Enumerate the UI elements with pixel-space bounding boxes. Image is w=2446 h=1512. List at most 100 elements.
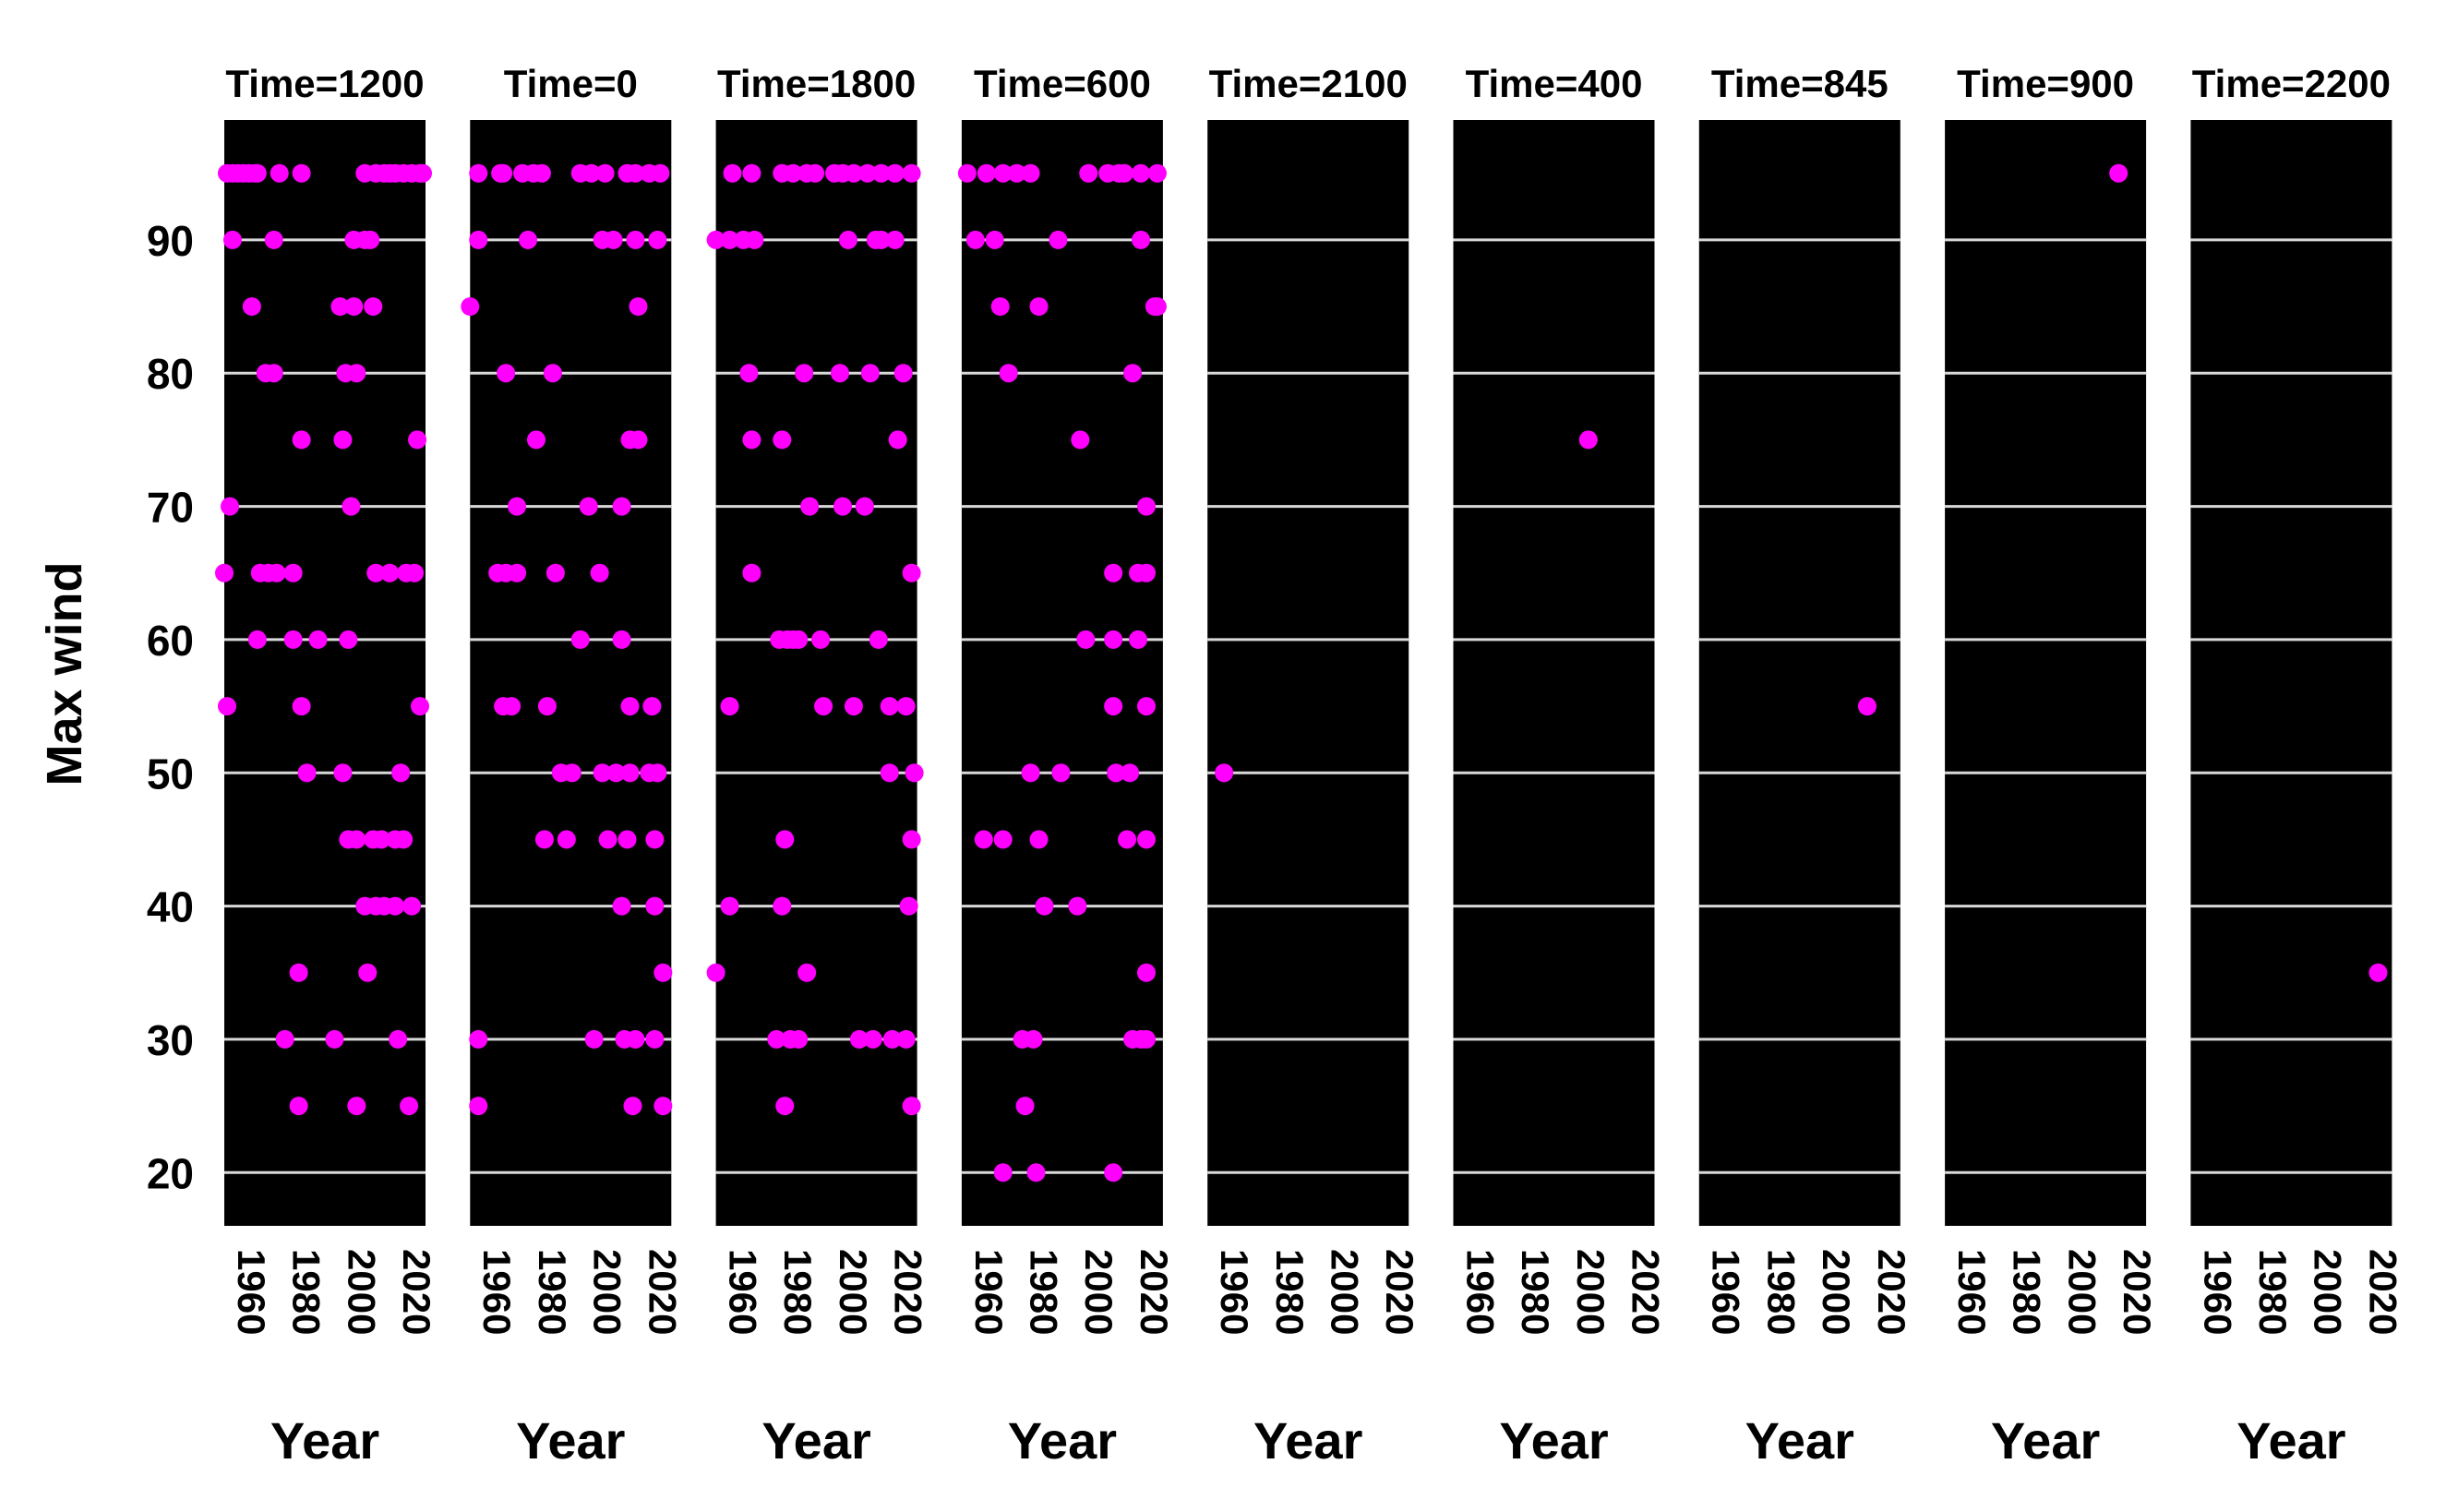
data-point (642, 697, 662, 716)
x-tick-label: 1960 (721, 1249, 764, 1335)
data-point (247, 630, 267, 649)
data-point (534, 830, 554, 849)
panel-background (224, 120, 426, 1226)
data-point (537, 697, 557, 716)
data-point (584, 1029, 604, 1049)
data-point (974, 830, 993, 849)
data-point (469, 230, 488, 249)
facet-panel: Time=1200 1960 1980 2000 2020 Year (215, 62, 438, 1470)
y-axis-label: Max wind (37, 561, 92, 786)
data-point (645, 830, 665, 849)
x-tick-label: 2000 (1324, 1249, 1367, 1335)
data-point (590, 563, 609, 582)
y-tick-label: 90 (147, 217, 194, 265)
data-point (871, 163, 891, 183)
data-point (339, 630, 358, 649)
data-point (888, 430, 907, 450)
data-point (957, 163, 977, 183)
panel-background (961, 120, 1163, 1226)
data-point (289, 963, 308, 982)
x-tick-label: 1980 (1514, 1249, 1557, 1335)
facet-panel: Time=1800 1960 1980 2000 2020 Year (706, 62, 930, 1470)
x-tick-label: 1980 (2251, 1249, 2295, 1335)
data-point (902, 830, 921, 849)
data-point (347, 1097, 366, 1116)
data-point (720, 896, 739, 916)
x-axis-label: Year (516, 1411, 625, 1470)
data-point (893, 364, 913, 383)
data-point (325, 1029, 344, 1049)
x-tick-label: 2000 (1569, 1249, 1613, 1335)
x-tick-label: 2000 (586, 1249, 629, 1335)
data-point (739, 364, 759, 383)
data-point (606, 763, 626, 783)
data-point (612, 630, 631, 649)
data-point (1029, 297, 1049, 317)
data-point (993, 1163, 1013, 1182)
data-point (264, 364, 283, 383)
data-point (902, 1097, 921, 1116)
data-point (330, 297, 350, 317)
x-axis-label: Year (1008, 1411, 1117, 1470)
data-point (461, 297, 480, 317)
data-point (1029, 830, 1049, 849)
data-point (1107, 763, 1126, 783)
data-point (469, 163, 488, 183)
data-point (546, 563, 565, 582)
data-point (629, 430, 648, 450)
data-point (297, 763, 317, 783)
data-point (742, 163, 761, 183)
data-point (855, 497, 874, 516)
data-point (502, 697, 522, 716)
data-point (789, 1029, 809, 1049)
y-tick-label: 50 (147, 750, 194, 798)
data-point (1104, 1163, 1123, 1182)
data-point (1136, 963, 1156, 982)
data-point (844, 697, 863, 716)
x-tick-label: 1960 (1213, 1249, 1256, 1335)
data-point (1051, 763, 1071, 783)
data-point (833, 497, 852, 516)
data-point (1136, 563, 1156, 582)
panel-background (1945, 120, 2147, 1226)
y-tick-label: 60 (147, 617, 194, 665)
x-tick-label: 1980 (285, 1249, 329, 1335)
data-point (595, 163, 615, 183)
data-point (789, 630, 809, 649)
x-tick-label: 1960 (1705, 1249, 1748, 1335)
data-point (570, 630, 590, 649)
data-point (270, 163, 289, 183)
data-point (283, 630, 303, 649)
facet-panel: Time=0 1960 1980 2000 2020 Year (461, 62, 684, 1470)
data-point (706, 963, 725, 982)
x-tick-label: 2000 (2060, 1249, 2104, 1335)
data-point (508, 497, 527, 516)
data-point (905, 763, 924, 783)
data-point (598, 830, 617, 849)
x-axis-label: Year (761, 1411, 870, 1470)
data-point (706, 230, 725, 249)
data-point (344, 297, 364, 317)
data-point (1121, 763, 1140, 783)
data-point (885, 163, 905, 183)
x-tick-label: 1960 (475, 1249, 519, 1335)
x-tick-label: 1980 (2006, 1249, 2049, 1335)
panel-background (1453, 120, 1655, 1226)
data-point (880, 697, 899, 716)
x-tick-label: 1980 (531, 1249, 574, 1335)
data-point (494, 163, 513, 183)
y-tick-label: 70 (147, 484, 194, 532)
data-point (1129, 630, 1148, 649)
data-point (1104, 563, 1123, 582)
data-point (411, 697, 430, 716)
x-tick-label: 2020 (2116, 1249, 2159, 1335)
facet-panel: Time=845 1960 1980 2000 2020 Year (1698, 62, 1913, 1470)
data-point (283, 563, 303, 582)
facet-panel: Time=600 1960 1980 2000 2020 Year (957, 62, 1176, 1470)
data-point (508, 563, 527, 582)
data-point (653, 963, 673, 982)
data-point (723, 163, 742, 183)
x-tick-label: 2020 (1625, 1249, 1668, 1335)
data-point (1021, 163, 1040, 183)
facet-panel: Time=2100 1960 1980 2000 2020 Year (1207, 62, 1421, 1470)
